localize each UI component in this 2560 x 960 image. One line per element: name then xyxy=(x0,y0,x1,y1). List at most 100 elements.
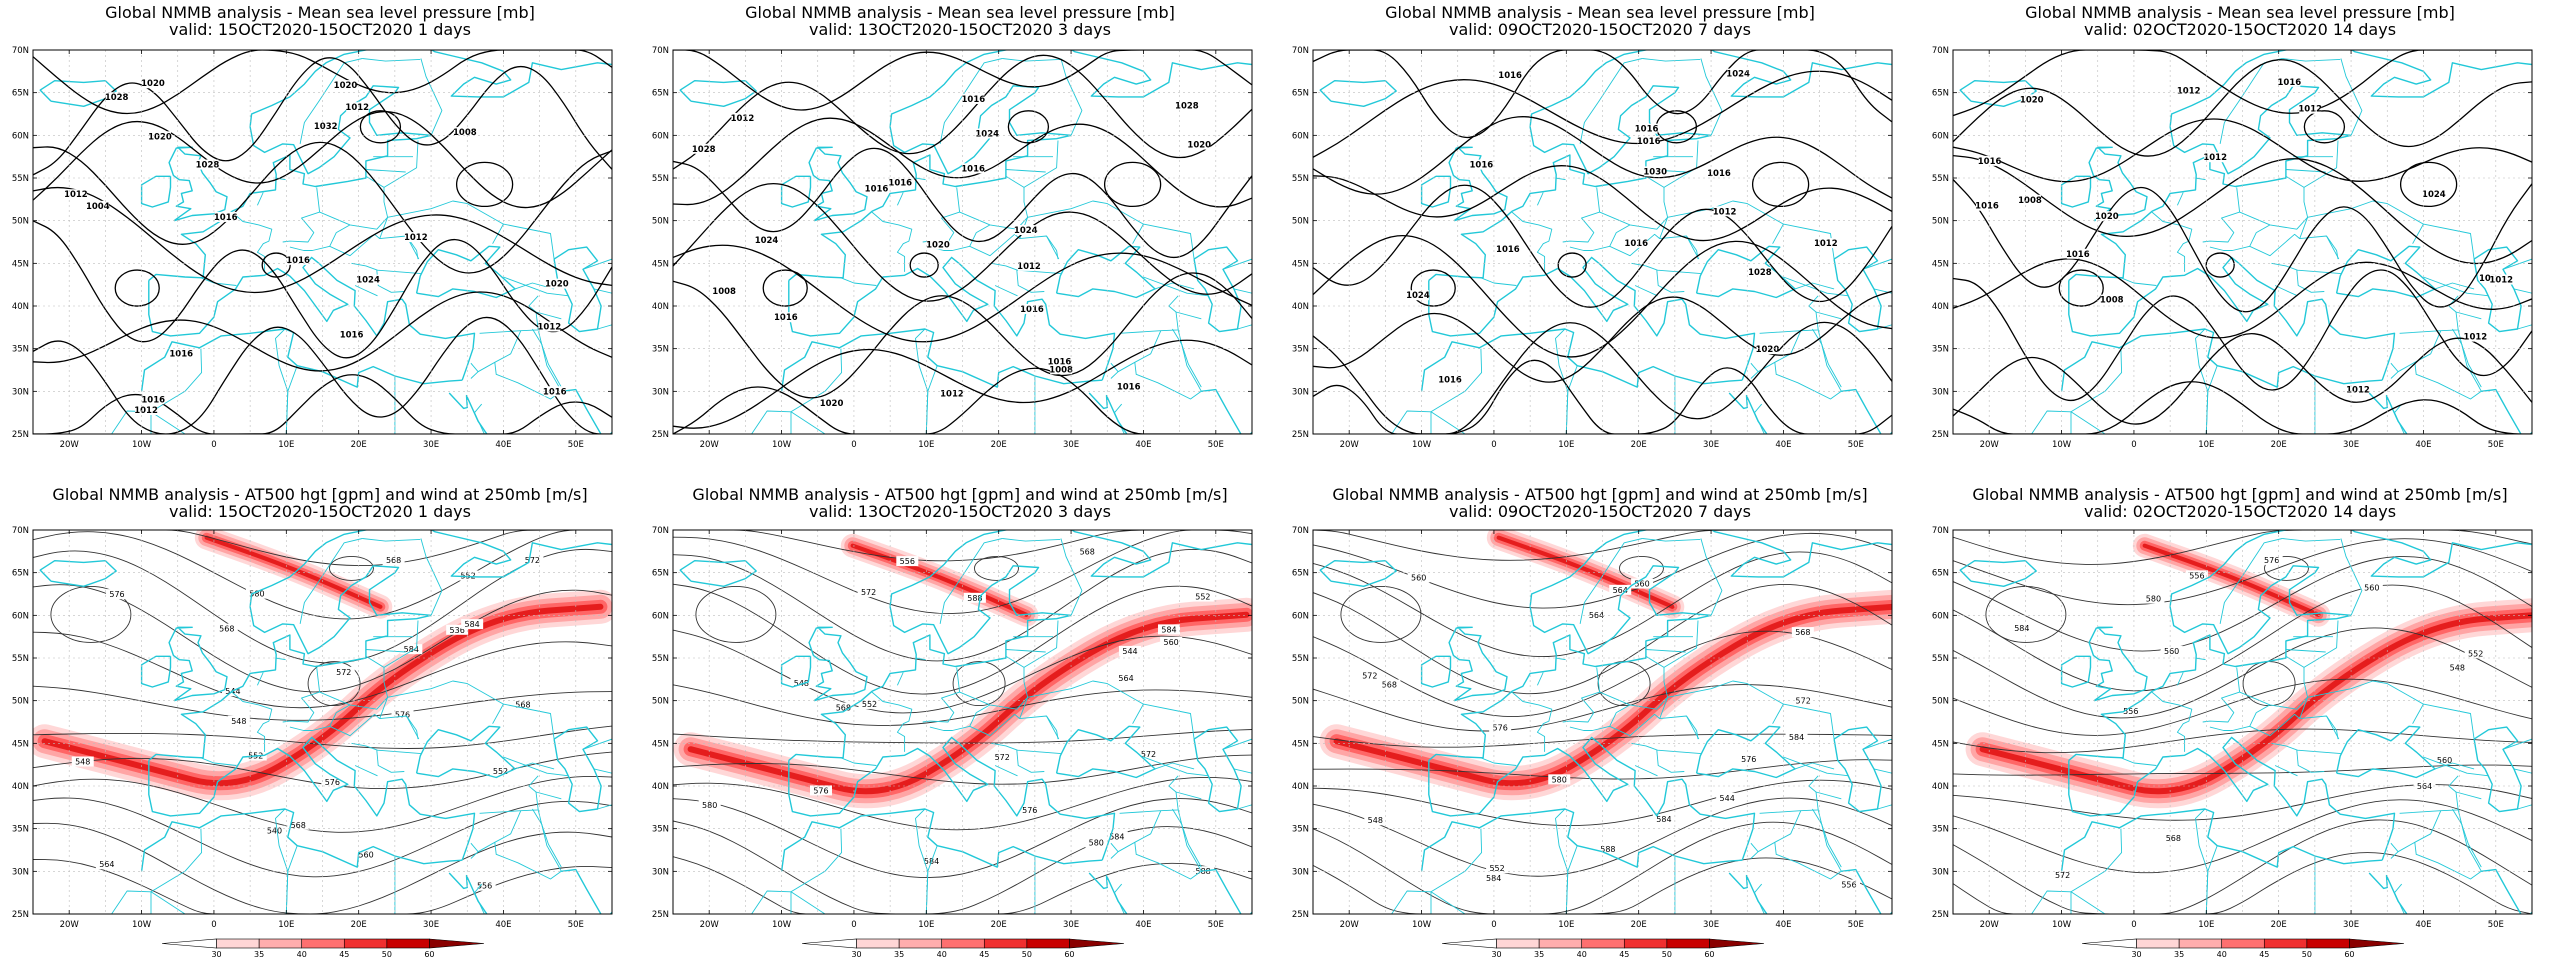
coastline xyxy=(2068,736,2396,861)
isobar-label-bg xyxy=(404,232,427,243)
isobar-label: 1016 xyxy=(2278,78,2302,88)
height-label-bg xyxy=(1837,879,1860,890)
colorbar-tick-label: 30 xyxy=(1491,950,1501,958)
lat-tick-label: 70N xyxy=(1292,46,1309,56)
border-line xyxy=(2299,217,2309,239)
lat-tick-label: 70N xyxy=(1292,526,1309,536)
lon-tick-label: 30E xyxy=(2343,440,2359,450)
border-line xyxy=(387,200,504,244)
map-frame: 70N 65N 60N 55N 50N 45N 40N 35N 30N 25N 20W 10W 0 10E… xyxy=(652,526,1253,930)
isobar-label: 1016 xyxy=(1020,305,1044,315)
lon-tick-label: 20E xyxy=(2271,440,2287,450)
isobar-label: 1028 xyxy=(692,145,716,155)
isobar-label-bg xyxy=(1439,374,1462,385)
border-line xyxy=(922,667,961,723)
height-label: 544 xyxy=(1720,794,1735,803)
colorbar-tick-label: 45 xyxy=(979,950,989,958)
isobar-label: 1016 xyxy=(1978,157,2002,167)
border-line xyxy=(1114,883,1125,914)
panel-title-line1: Global NMMB analysis - AT500 hgt [gpm] a… xyxy=(1972,485,2508,504)
isobar-label-bg xyxy=(2177,85,2200,96)
border-line xyxy=(1143,276,1209,297)
panel-title-line1: Global NMMB analysis - Mean sea level pr… xyxy=(2025,3,2455,22)
border-line xyxy=(2452,328,2482,388)
colorbar-cell xyxy=(1623,938,1668,949)
border-line xyxy=(1114,403,1125,434)
lon-tick-label: 40E xyxy=(2415,440,2431,450)
border-line xyxy=(1233,288,1252,294)
lat-tick-label: 70N xyxy=(652,526,669,536)
border-line xyxy=(503,223,555,260)
lat-tick-label: 60N xyxy=(12,131,29,141)
coastline xyxy=(1841,868,1892,914)
isobar-label-bg xyxy=(1496,244,1519,255)
height-label-bg xyxy=(215,623,238,634)
isobar-labels: 1024 1016 1016 1012 1012 1028 1024 1020 1016 1016… xyxy=(1406,68,1838,385)
border-line xyxy=(1143,703,1195,740)
coastline xyxy=(788,736,1116,861)
border-line xyxy=(2274,765,2298,777)
border-line xyxy=(751,410,792,434)
map-border xyxy=(32,529,613,915)
border-line xyxy=(2120,277,2157,286)
isobar-label-bg xyxy=(1707,167,1730,178)
map-border xyxy=(1312,49,1893,435)
colorbar-cell xyxy=(343,938,388,949)
isobar-label: 1012 xyxy=(1713,207,1737,217)
height-contour-closed xyxy=(50,586,132,643)
isobar xyxy=(1953,179,2532,313)
isobar-label: 1016 xyxy=(1637,137,1661,147)
isobar-label-bg xyxy=(962,93,985,104)
lat-tick-label: 55N xyxy=(652,654,669,664)
lat-tick-label: 25N xyxy=(12,430,29,440)
border-line xyxy=(2307,200,2424,244)
height-contour-closed xyxy=(2264,555,2309,581)
height-label: 536 xyxy=(450,626,465,635)
wind-colorbar: 30 35 40 45 50 60 xyxy=(1441,938,1765,958)
isobar-label-bg xyxy=(2018,194,2041,205)
border-line xyxy=(1774,842,1842,880)
border-line xyxy=(991,742,1061,755)
height-label: 568 xyxy=(515,701,530,710)
height-contour xyxy=(1953,852,2532,914)
lat-tick-label: 25N xyxy=(1292,910,1309,920)
border-line xyxy=(470,371,479,379)
lon-tick-label: 50E xyxy=(568,920,584,930)
map-frame: 70N 65N 60N 55N 50N 45N 40N 35N 30N 25N 20W 10W 0 10E… xyxy=(1292,526,1893,930)
height-label: 568 xyxy=(1382,681,1397,690)
border-line xyxy=(365,169,406,173)
isobar-closed xyxy=(1007,110,1050,144)
lon-tick-label: 50E xyxy=(568,440,584,450)
coastline xyxy=(39,559,117,588)
colorbar-tick-label: 35 xyxy=(894,950,904,958)
isobar-label: 1016 xyxy=(1117,383,1141,393)
mslp-map: 1028103210281012101610161012101610161020… xyxy=(12,46,613,450)
border-line xyxy=(2414,362,2482,400)
lon-tick-label: 20E xyxy=(1631,920,1647,930)
height-label: 580 xyxy=(1089,839,1104,848)
coastline xyxy=(1529,530,1892,655)
isobar-label: 1016 xyxy=(141,395,165,405)
height-label: 584 xyxy=(2014,624,2029,633)
border-line xyxy=(365,649,406,653)
border-line xyxy=(1754,403,1765,434)
lon-tick-label: 20E xyxy=(1631,440,1647,450)
lon-tick-label: 20E xyxy=(991,920,1007,930)
border-line xyxy=(1565,845,1578,914)
coastline xyxy=(1420,808,1743,872)
isobar-label-bg xyxy=(692,143,715,154)
isobar-labels: 1028102410281016102410121008101610081020… xyxy=(692,93,1211,409)
isobar-label: 1012 xyxy=(2346,385,2370,395)
border-line xyxy=(1110,810,1162,853)
border-line xyxy=(1812,808,1842,868)
border-line xyxy=(2390,810,2442,853)
border-line xyxy=(2390,851,2399,859)
colorbar-cell xyxy=(2263,938,2308,949)
coastline xyxy=(415,725,516,779)
lat-tick-label: 40N xyxy=(12,302,29,312)
border-line xyxy=(420,58,443,136)
isobar-label-bg xyxy=(2100,294,2123,305)
isobar-label-bg xyxy=(1117,381,1140,392)
height-label-bg xyxy=(2162,832,2185,843)
border-line xyxy=(1134,362,1202,400)
